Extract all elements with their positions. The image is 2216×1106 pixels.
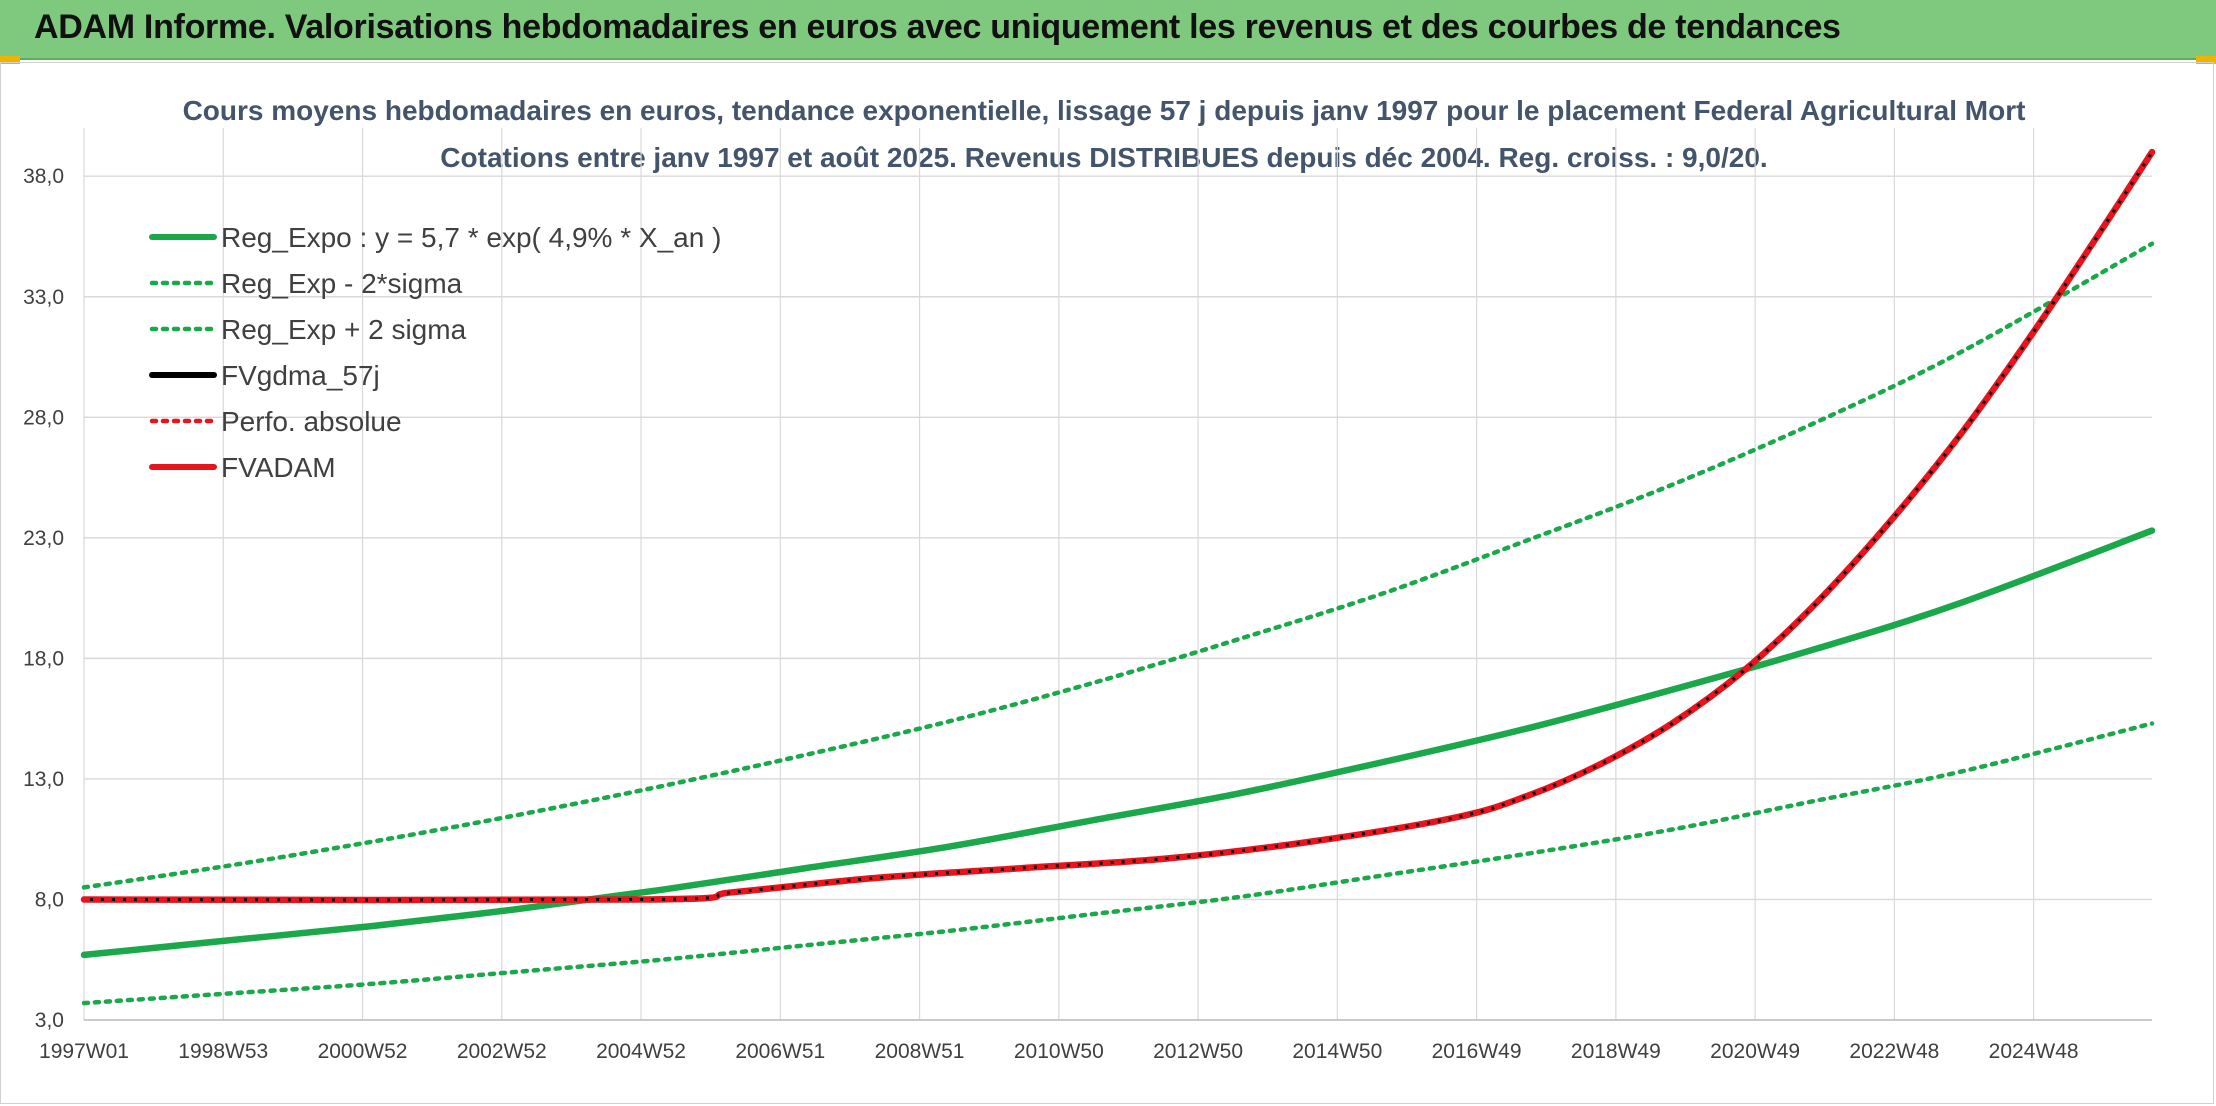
series-line-0 — [80, 527, 2156, 959]
page-title: ADAM Informe. Valorisations hebdomadaire… — [34, 8, 1841, 46]
x-tick-label: 2018W49 — [1571, 1040, 1661, 1063]
legend-entry: Reg_Exp - 2*sigma — [221, 268, 463, 299]
y-tick-label: 38,0 — [23, 165, 64, 188]
x-axis: 1997W01 1998W53 2000W52 2002W52 2004W52 2006W… — [39, 1019, 2152, 1063]
x-tick-label: 2008W51 — [875, 1040, 965, 1063]
series-line-2 — [81, 241, 2155, 890]
chart-subtitle: Cotations entre janv 1997 et août 2025. … — [440, 142, 1767, 173]
y-tick-label: 13,0 — [23, 768, 64, 791]
legend-entry: Reg_Exp + 2 sigma — [221, 314, 467, 345]
x-tick-label: 2006W51 — [735, 1040, 825, 1063]
header-banner: ADAM Informe. Valorisations hebdomadaire… — [0, 0, 2216, 60]
y-axis: 3,0 8,0 13,0 18,0 23,0 28,0 33,0 38,0 — [23, 165, 64, 1032]
x-tick-label: 2022W48 — [1849, 1040, 1939, 1063]
series-line-3 — [82, 150, 2154, 902]
series-line-1 — [81, 721, 2155, 1006]
series-line-4 — [81, 149, 2155, 903]
legend-entry: FVgdma_57j — [221, 360, 380, 391]
x-tick-label: 2016W49 — [1432, 1040, 1522, 1063]
x-tick-label: 2020W49 — [1710, 1040, 1800, 1063]
x-tick-label: 2000W52 — [318, 1040, 408, 1063]
series-line-5 — [80, 148, 2156, 904]
x-tick-label: 2004W52 — [596, 1040, 686, 1063]
series-layer — [80, 148, 2156, 1006]
y-tick-label: 33,0 — [23, 286, 64, 309]
chart-title: Cours moyens hebdomadaires en euros, ten… — [183, 95, 2026, 126]
legend-entry: Perfo. absolue — [221, 406, 402, 437]
x-tick-label: 2012W50 — [1153, 1040, 1243, 1063]
y-tick-label: 18,0 — [23, 647, 64, 670]
x-tick-label: 1998W53 — [178, 1040, 268, 1063]
legend-entry: Reg_Expo : y = 5,7 * exp( 4,9% * X_an ) — [221, 222, 721, 253]
corner-accent-left — [0, 56, 20, 64]
y-tick-label: 3,0 — [35, 1009, 64, 1032]
x-tick-label: 2014W50 — [1292, 1040, 1382, 1063]
legend: Reg_Expo : y = 5,7 * exp( 4,9% * X_an ) R… — [149, 222, 721, 483]
y-tick-label: 8,0 — [35, 888, 64, 911]
y-tick-label: 23,0 — [23, 527, 64, 550]
y-tick-label: 28,0 — [23, 406, 64, 429]
legend-entry: FVADAM — [221, 452, 336, 483]
x-tick-label: 2010W50 — [1014, 1040, 1104, 1063]
x-tick-label: 2024W48 — [1989, 1040, 2079, 1063]
corner-accent-right — [2196, 56, 2216, 64]
x-tick-label: 1997W01 — [39, 1040, 129, 1063]
chart-frame — [0, 62, 2214, 1104]
x-tick-label: 2002W52 — [457, 1040, 547, 1063]
